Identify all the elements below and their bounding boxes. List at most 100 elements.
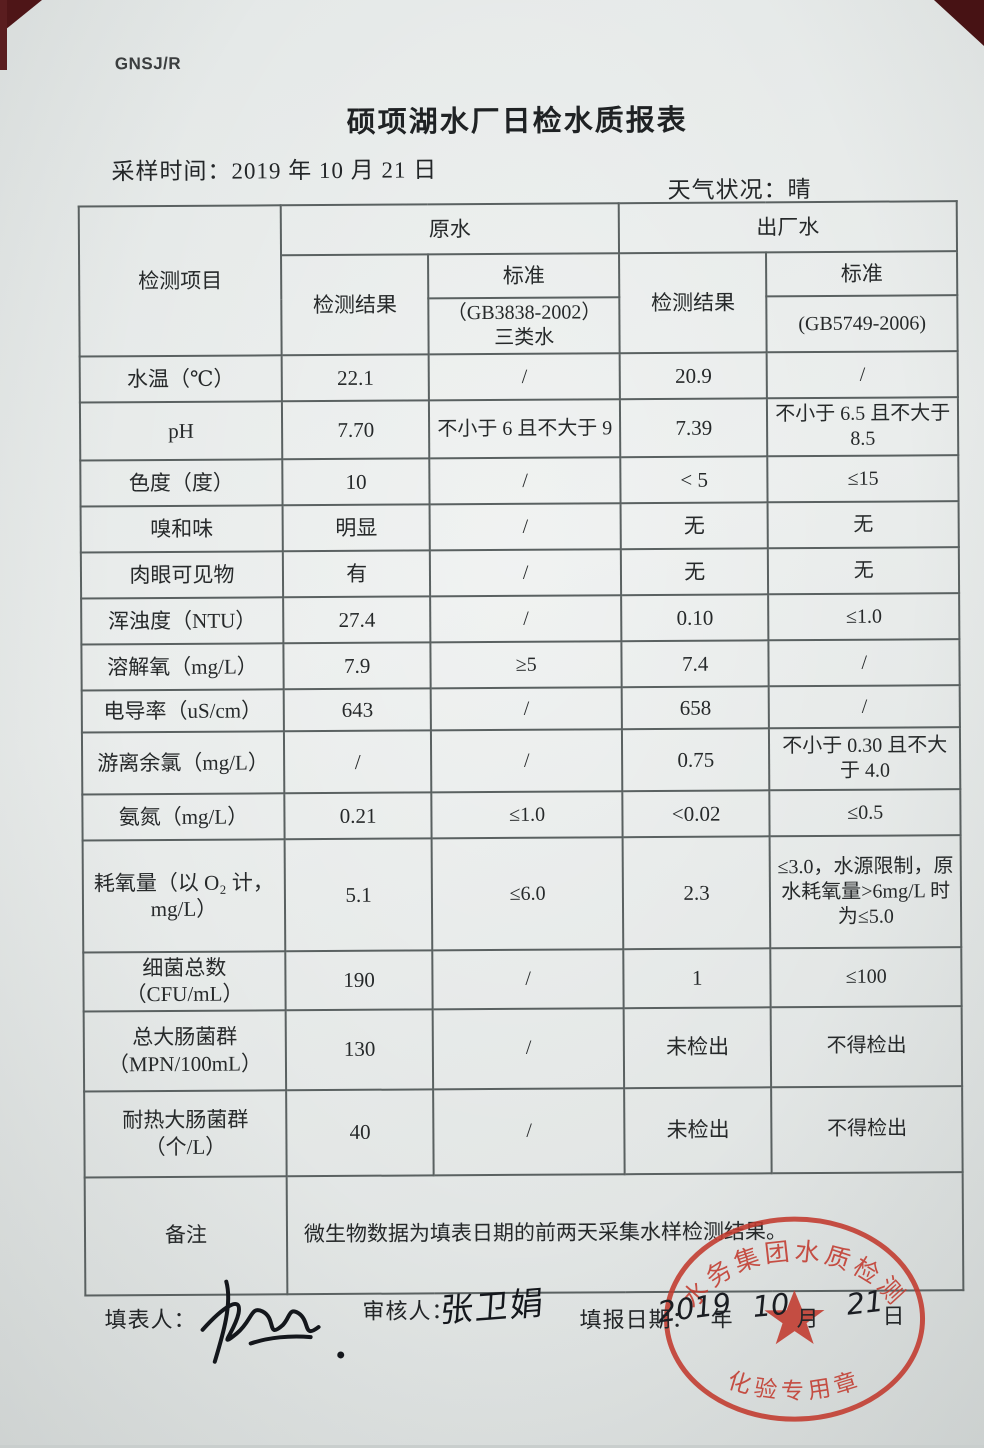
weather-label: 天气状况： <box>667 177 788 203</box>
photo-edge-decoration <box>0 0 7 70</box>
cell-fin_result: 7.39 <box>619 398 768 458</box>
cell-raw_result: 明显 <box>282 504 431 552</box>
cell-fin_result: 0.75 <box>621 728 770 792</box>
cell-item: 浑浊度（NTU） <box>81 597 284 645</box>
cell-fin_standard: 不得检出 <box>771 1005 963 1087</box>
table-row: 总大肠菌群（MPN/100mL） 130/未检出 不得检出 <box>83 1005 963 1092</box>
cell-raw_standard: / <box>429 457 621 505</box>
cell-item: 细菌总数（CFU/mL） <box>83 951 286 1012</box>
table-row: 溶解氧（mg/L） 7.9 ≥5 7.4/ <box>81 639 960 691</box>
cell-raw_standard: / <box>433 1087 625 1175</box>
header-finished-result: 检测结果 <box>618 252 768 354</box>
cell-raw_result: 0.21 <box>284 792 433 840</box>
doc-code: GNSJ/R <box>114 53 182 74</box>
cell-raw_result: 有 <box>282 550 431 598</box>
cell-fin_result: 未检出 <box>623 1006 772 1088</box>
cell-raw_result: 7.9 <box>283 642 432 690</box>
cell-item: 色度（度） <box>80 459 283 507</box>
cell-item: 水温（℃） <box>79 355 282 403</box>
cell-fin_standard: / <box>769 685 960 729</box>
cell-raw_standard: / <box>430 549 622 597</box>
cell-raw_result: 7.70 <box>281 400 430 460</box>
cell-item: 溶解氧（mg/L） <box>81 643 284 691</box>
cell-raw_standard: / <box>432 949 624 1009</box>
header-finished-standard: 标准 <box>766 251 958 297</box>
cell-raw_result: 130 <box>285 1008 434 1090</box>
table-row: 耗氧量（以 O₂ 计，mg/L） 5.1 ≤6.0 2.3 ≤3.0，水源限制，原水耗氧… <box>82 835 962 953</box>
cell-fin_result: 无 <box>620 502 769 550</box>
cell-fin_standard: 不小于 0.30 且不大于 4.0 <box>769 727 961 791</box>
table-row: 氨氮（mg/L） 0.21 ≤1.0 <0.02 ≤0.5 <box>82 789 961 841</box>
header-finished-standard-note: (GB5749-2006) <box>766 295 958 353</box>
header-item-column: 检测项目 <box>78 205 282 357</box>
cell-raw_result: 643 <box>283 688 432 732</box>
table-row: 嗅和味 明显 / 无无 <box>80 501 959 553</box>
water-quality-table: 检测项目 原水 出厂水 检测结果 标准 检测结果 标准 （GB3838-2002… <box>78 200 965 1296</box>
table-row: pH 7.70 不小于 6 且不大于 9 7.39 不小于 6.5 且不大于 8.5 <box>79 397 959 461</box>
cell-raw_standard: / <box>431 729 623 793</box>
cell-fin_standard: 不小于 6.5 且不大于 8.5 <box>767 397 959 457</box>
filler-label: 填表人： <box>104 1306 197 1333</box>
page-title: 硕项湖水厂日检水质报表 <box>346 104 688 139</box>
header-finished-water: 出厂水 <box>618 201 958 254</box>
cell-fin_standard: ≤1.0 <box>768 593 960 641</box>
cell-item: 电导率（uS/cm） <box>81 689 284 733</box>
weather-value: 晴 <box>787 177 812 203</box>
cell-item: 耐热大肠菌群（个/L） <box>84 1089 287 1177</box>
cell-raw_result: / <box>283 730 432 794</box>
table-row: 肉眼可见物有 / 无无 <box>80 547 960 599</box>
cell-raw_standard: 不小于 6 且不大于 9 <box>429 399 621 459</box>
svg-text:化验专用章: 化验专用章 <box>725 1367 866 1404</box>
cell-raw_standard: / <box>429 503 621 551</box>
header-raw-water: 原水 <box>280 203 619 256</box>
stamp-bottom-text: 化验专用章 <box>725 1367 866 1404</box>
report-date-month: 10 <box>750 1286 791 1324</box>
cell-item: 氨氮（mg/L） <box>82 793 285 841</box>
cell-fin_result: 0.10 <box>621 594 769 642</box>
cell-fin_standard: ≤100 <box>770 947 962 1007</box>
photo-corner-decoration <box>934 0 984 46</box>
photo-corner-decoration <box>0 0 42 34</box>
cell-raw_result: 22.1 <box>281 354 430 402</box>
header-raw-standard-note: （GB3838-2002） 三类水 <box>428 297 620 355</box>
table-row: 浑浊度（NTU） 27.4/0.10 ≤1.0 <box>81 593 960 645</box>
cell-fin_result: < 5 <box>620 456 768 504</box>
cell-fin_standard: / <box>768 639 960 687</box>
cell-item: 嗅和味 <box>80 505 283 553</box>
table-row: 色度（度） 10/< 5 ≤15 <box>80 455 959 507</box>
report-date-day: 21 <box>844 1283 886 1322</box>
cell-fin_result: 658 <box>621 686 770 730</box>
table-row: 电导率（uS/cm） 643/658/ <box>81 685 960 733</box>
cell-item: 游离余氯（mg/L） <box>81 731 285 795</box>
star-icon <box>764 1290 825 1345</box>
cell-raw_standard: ≤1.0 <box>431 791 623 839</box>
table-row: 水温（℃） 22.1/20.9/ <box>79 351 958 403</box>
cell-raw_result: 10 <box>282 458 430 506</box>
cell-item: 总大肠菌群（MPN/100mL） <box>83 1009 287 1092</box>
cell-fin_result: 2.3 <box>622 836 771 950</box>
cell-fin_result: 7.4 <box>621 640 770 688</box>
cell-fin_standard: 无 <box>767 501 959 549</box>
weather-status: 天气状况：晴 <box>668 170 812 205</box>
table-row: 游离余氯（mg/L） //0.75 不小于 0.30 且不大于 4.0 <box>81 727 961 795</box>
cell-raw_standard: / <box>429 353 620 401</box>
cell-item: 耗氧量（以 O₂ 计，mg/L） <box>82 839 286 953</box>
cell-fin_result: 20.9 <box>619 352 768 400</box>
month-suffix: 月 <box>796 1306 819 1332</box>
cell-raw_standard: ≥5 <box>430 641 622 689</box>
sampling-time: 采样时间：2019 年 10 月 21 日 <box>111 150 437 186</box>
cell-fin_standard: 不得检出 <box>771 1085 963 1173</box>
cell-raw_standard: / <box>431 687 622 731</box>
cell-fin_result: <0.02 <box>622 790 771 838</box>
header-raw-result: 检测结果 <box>280 254 430 356</box>
sampling-time-label: 采样时间： <box>111 158 232 185</box>
sampling-time-value: 2019 年 10 月 21 日 <box>231 157 438 184</box>
header-raw-standard: 标准 <box>428 253 620 299</box>
table-row: 细菌总数（CFU/mL） 190/1 ≤100 <box>83 947 962 1012</box>
table-header: 检测项目 原水 出厂水 检测结果 标准 检测结果 标准 （GB3838-2002… <box>78 201 958 357</box>
cell-raw_result: 5.1 <box>284 838 433 952</box>
day-suffix: 日 <box>882 1303 905 1329</box>
table-body: 水温（℃） 22.1/20.9/pH 7.70 不小于 6 且不大于 9 7.39 不小于… <box>79 351 963 1177</box>
cell-item: 肉眼可见物 <box>80 551 284 599</box>
